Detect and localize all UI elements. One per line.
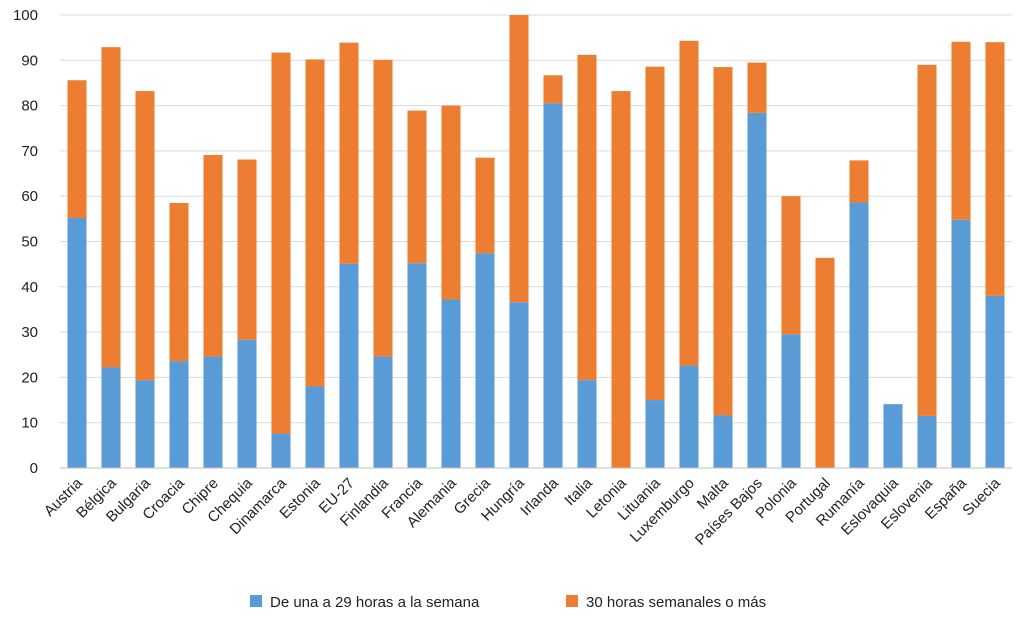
- bar-eslovenia-series-1: [917, 415, 937, 468]
- x-category-label: Suecia: [959, 474, 1004, 519]
- bar-croacia-series-2: [169, 202, 189, 362]
- legend-swatch-series-1: [250, 595, 262, 607]
- y-tick-label: 50: [21, 234, 38, 251]
- bar-bélgica-series-1: [101, 367, 121, 468]
- bar-irlanda-series-2: [543, 75, 563, 104]
- y-tick-label: 60: [21, 188, 38, 205]
- y-tick-label: 10: [21, 415, 38, 432]
- y-tick-label: 100: [13, 7, 38, 24]
- bar-malta-series-1: [713, 415, 733, 468]
- bar-eslovenia-series-2: [917, 64, 937, 416]
- bar-francia-series-1: [407, 263, 427, 468]
- y-tick-label: 0: [30, 460, 38, 477]
- bar-luxemburgo-series-2: [679, 40, 699, 366]
- bar-croacia-series-1: [169, 361, 189, 468]
- bar-letonia-series-2: [611, 91, 631, 468]
- y-tick-label: 80: [21, 98, 38, 115]
- bar-austria-series-1: [67, 217, 87, 468]
- x-axis-category-labels: AustriaBélgicaBulgariaCroaciaChipreChequ…: [41, 474, 1004, 548]
- bar-países-bajos-series-1: [747, 112, 767, 469]
- bar-polonia-series-1: [781, 334, 801, 468]
- legend-swatch-series-2: [566, 595, 578, 607]
- gridlines: [60, 14, 1012, 424]
- bar-chequia-series-1: [237, 339, 257, 468]
- bar-bulgaria-series-1: [135, 380, 155, 468]
- y-tick-label: 40: [21, 279, 38, 296]
- bar-chipre-series-1: [203, 356, 223, 468]
- bar-suecia-series-2: [985, 42, 1005, 296]
- bar-eslovaquia-series-1: [883, 404, 903, 468]
- bar-países-bajos-series-2: [747, 62, 767, 113]
- bar-grecia-series-2: [475, 157, 495, 254]
- bar-italia-series-2: [577, 54, 597, 381]
- x-category-label: Irlanda: [517, 474, 562, 519]
- y-tick-label: 90: [21, 52, 38, 69]
- y-tick-label: 70: [21, 143, 38, 160]
- bar-eu-27-series-1: [339, 263, 359, 468]
- bar-grecia-series-1: [475, 253, 495, 468]
- bar-alemania-series-1: [441, 299, 461, 468]
- bar-luxemburgo-series-1: [679, 365, 699, 468]
- bar-alemania-series-2: [441, 105, 461, 300]
- y-axis-tick-labels: 0 10 20 30 40 50 60 70 80 90 100: [13, 7, 38, 477]
- y-tick-label: 20: [21, 369, 38, 386]
- bar-rumanía-series-2: [849, 160, 869, 203]
- y-tick-label: 30: [21, 324, 38, 341]
- legend-label-series-2: 30 horas semanales o más: [586, 594, 766, 611]
- bar-bulgaria-series-2: [135, 91, 155, 381]
- bar-irlanda-series-1: [543, 103, 563, 469]
- bar-españa-series-2: [951, 41, 971, 220]
- bar-estonia-series-1: [305, 386, 325, 468]
- bar-dinamarca-series-2: [271, 52, 291, 434]
- bar-portugal-series-2: [815, 257, 835, 468]
- bar-dinamarca-series-1: [271, 433, 291, 468]
- bar-austria-series-2: [67, 80, 87, 218]
- bar-españa-series-1: [951, 219, 971, 468]
- bar-chequia-series-2: [237, 159, 257, 340]
- bar-francia-series-2: [407, 110, 427, 264]
- bar-malta-series-2: [713, 67, 733, 416]
- bar-hungría-series-2: [509, 15, 529, 303]
- bar-lituania-series-2: [645, 66, 665, 401]
- bar-estonia-series-2: [305, 59, 325, 387]
- bar-hungría-series-1: [509, 302, 529, 468]
- bar-chipre-series-2: [203, 154, 223, 357]
- bar-suecia-series-1: [985, 295, 1005, 468]
- bar-italia-series-1: [577, 380, 597, 468]
- legend: De una a 29 horas a la semana 30 horas s…: [250, 594, 766, 611]
- bars: [67, 15, 1005, 469]
- bar-finlandia-series-1: [373, 356, 393, 468]
- bar-rumanía-series-1: [849, 202, 869, 469]
- bar-lituania-series-1: [645, 400, 665, 468]
- legend-label-series-1: De una a 29 horas a la semana: [270, 594, 480, 611]
- bar-polonia-series-2: [781, 196, 801, 335]
- bar-eu-27-series-2: [339, 42, 359, 264]
- bar-finlandia-series-2: [373, 59, 393, 357]
- bar-bélgica-series-2: [101, 47, 121, 368]
